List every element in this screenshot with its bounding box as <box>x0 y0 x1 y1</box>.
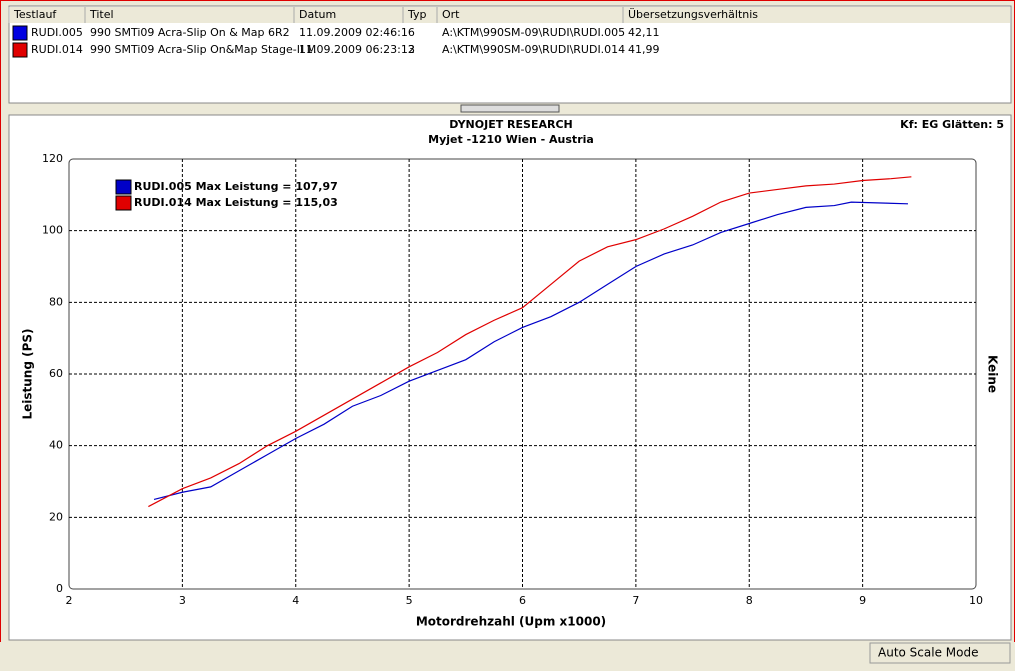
table-cell: 990 SMTi09 Acra-Slip On & Map 6R2 <box>90 26 290 39</box>
x-tick-label: 8 <box>746 594 753 607</box>
table-cell: 990 SMTi09 Acra-Slip On&Map Stage-II M <box>90 43 316 56</box>
table-header <box>10 7 1010 23</box>
y2-axis-label: Keine <box>986 355 1000 393</box>
y-tick-label: 0 <box>56 582 63 595</box>
table-cell: 41,99 <box>628 43 660 56</box>
table-cell: RUDI.005 <box>31 26 83 39</box>
y-tick-label: 80 <box>49 295 63 308</box>
x-tick-label: 4 <box>292 594 299 607</box>
legend-label: RUDI.005 Max Leistung = 107,97 <box>134 180 338 193</box>
splitter[interactable] <box>460 104 560 113</box>
y-tick-label: 60 <box>49 367 63 380</box>
series-line <box>148 176 912 508</box>
x-tick-label: 2 <box>66 594 73 607</box>
status-pane <box>869 642 1011 664</box>
y-tick-label: 20 <box>49 510 63 523</box>
legend-label: RUDI.014 Max Leistung = 115,03 <box>134 196 338 209</box>
table-cell: RUDI.014 <box>31 43 83 56</box>
table-cell: 11.09.2009 06:23:12 <box>299 43 415 56</box>
status-text: Auto Scale Mode <box>878 646 978 660</box>
table-cell: A:\KTM\990SM-09\RUDI\RUDI.005 <box>442 26 625 39</box>
column-header: Übersetzungsverhältnis <box>628 8 758 21</box>
table-cell: 42,11 <box>628 26 660 39</box>
table-cell: 3 <box>408 43 415 56</box>
column-header: Datum <box>299 8 336 21</box>
chart-subtitle: Myjet -1210 Wien - Austria <box>428 133 594 146</box>
legend-swatch <box>115 195 132 211</box>
legend-swatch <box>115 179 132 195</box>
x-tick-label: 3 <box>179 594 186 607</box>
table-cell: A:\KTM\990SM-09\RUDI\RUDI.014 <box>442 43 625 56</box>
y-tick-label: 40 <box>49 439 63 452</box>
y-tick-label: 100 <box>42 224 63 237</box>
column-header: Testlauf <box>13 8 57 21</box>
y-axis-label: Leistung (PS) <box>21 328 35 419</box>
x-tick-label: 10 <box>969 594 983 607</box>
status-bar <box>0 642 1015 667</box>
column-header: Ort <box>442 8 460 21</box>
x-tick-label: 9 <box>859 594 866 607</box>
series-line <box>153 201 908 500</box>
x-tick-label: 7 <box>632 594 639 607</box>
column-header: Titel <box>89 8 114 21</box>
row-icon <box>12 25 28 41</box>
annotation: Kf: EG Glätten: 5 <box>900 118 1004 131</box>
chart-title: DYNOJET RESEARCH <box>449 118 572 131</box>
x-tick-label: 5 <box>406 594 413 607</box>
table-cell: 11.09.2009 02:46:16 <box>299 26 415 39</box>
y-tick-label: 120 <box>42 152 63 165</box>
x-axis-label: Motordrehzahl (Upm x1000) <box>416 615 606 629</box>
column-header: Typ <box>407 8 427 21</box>
x-tick-label: 6 <box>519 594 526 607</box>
row-icon <box>12 42 28 58</box>
